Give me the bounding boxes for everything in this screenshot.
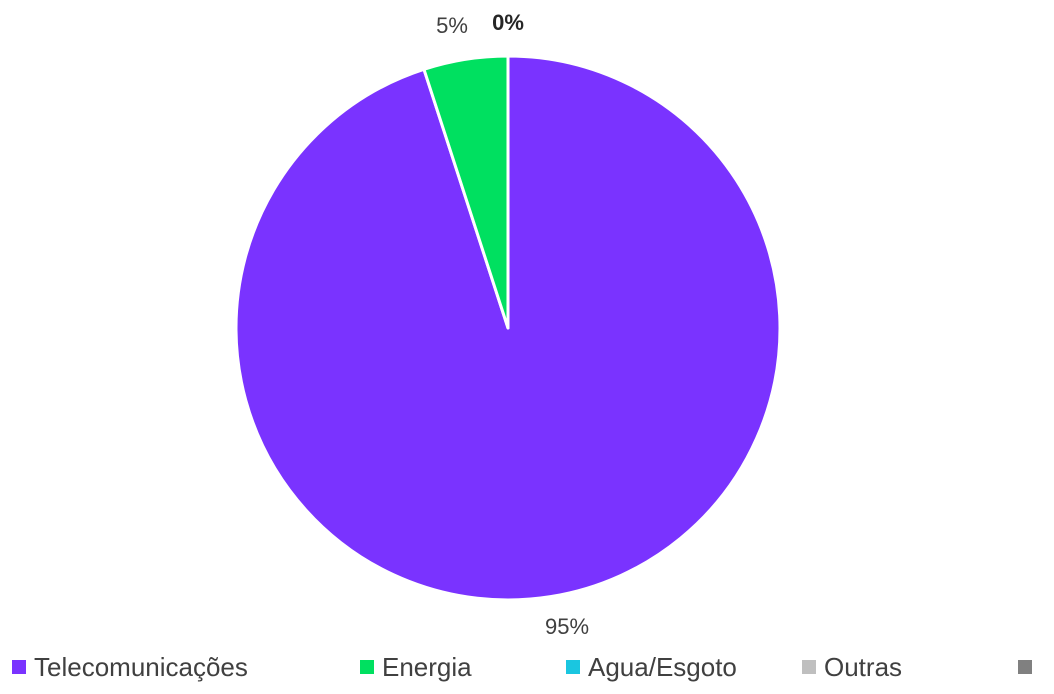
legend-swatch	[802, 660, 816, 674]
pie-slices	[234, 54, 782, 602]
legend-swatch	[360, 660, 374, 674]
legend-swatch	[1018, 660, 1032, 674]
legend-swatch	[566, 660, 580, 674]
legend: Telecomunicações Energia Agua/Esgoto Outras	[12, 652, 1032, 682]
legend-item	[1018, 660, 1032, 674]
data-label: 0%	[492, 10, 524, 35]
pie-data-labels: 95% 5% 0%	[436, 10, 589, 639]
legend-label: Agua/Esgoto	[588, 652, 737, 682]
pie-slice-energia	[422, 54, 510, 330]
data-label: 5%	[436, 13, 468, 38]
legend-label: Telecomunicações	[34, 652, 248, 682]
data-label: 95%	[545, 614, 589, 639]
legend-label: Outras	[824, 652, 902, 682]
legend-label: Energia	[382, 652, 472, 682]
legend-item: Energia	[360, 652, 472, 682]
legend-item: Agua/Esgoto	[566, 652, 737, 682]
legend-swatch	[12, 660, 26, 674]
legend-item: Outras	[802, 652, 902, 682]
legend-item: Telecomunicações	[12, 652, 248, 682]
